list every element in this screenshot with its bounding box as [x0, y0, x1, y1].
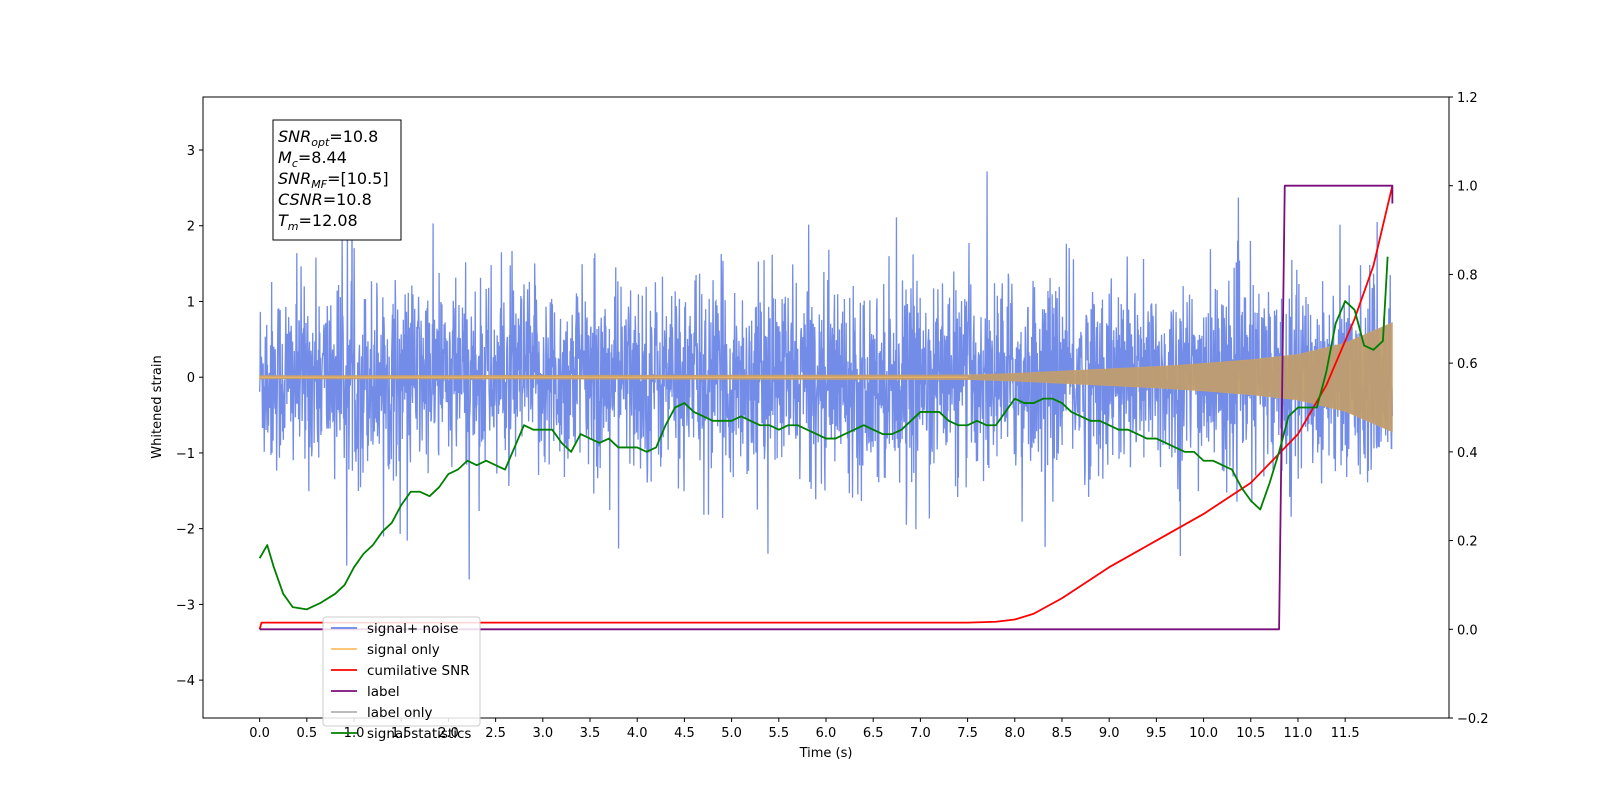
x-tick-label: 10.0: [1189, 726, 1218, 741]
stats-value: =10.8: [329, 127, 378, 146]
stats-subscript: MF: [311, 178, 327, 191]
stats-value: =8.44: [298, 148, 347, 167]
x-tick-label: 1.5: [391, 726, 412, 741]
x-tick-label: 5.5: [768, 726, 789, 741]
x-tick-label: 10.5: [1236, 726, 1265, 741]
x-tick-label: 6.5: [863, 726, 884, 741]
y-left-tick-label: 3: [187, 144, 195, 159]
legend-label: signal+ noise: [367, 621, 458, 637]
stats-box-frame: [272, 119, 402, 241]
y-left-tick-label: −4: [176, 674, 195, 689]
x-tick-label: 9.0: [1099, 726, 1120, 741]
stats-value: =[10.5]: [327, 169, 389, 188]
y-right-tick-label: 0.6: [1457, 357, 1478, 372]
x-tick-label: 5.0: [721, 726, 742, 741]
x-axis: 0.0 0.5 1.0 1.5 2.0 2.5 3.0 3.5 4.0 4.5 5.0 5.5 6.0 6…: [249, 718, 1360, 741]
x-tick-label: 7.5: [957, 726, 978, 741]
stats-symbol: T: [278, 211, 289, 230]
y-axis-left: 3 2 1 0 −1 −2 −3 −4: [176, 144, 203, 689]
y-axis-left-label: Whitened strain: [150, 355, 165, 458]
y-left-tick-label: 1: [187, 295, 195, 310]
series-cumulative-snr-line: [258, 185, 1394, 630]
y-right-tick-label: −0.2: [1457, 712, 1489, 727]
stats-subscript: c: [292, 157, 298, 170]
stats-line: SNRMF=[10.5]: [278, 169, 389, 191]
stats-subscript: opt: [311, 136, 330, 149]
x-tick-label: 9.5: [1146, 726, 1167, 741]
legend-entry-label-only: label only: [331, 705, 433, 721]
legend-label: cumilative SNR: [367, 663, 470, 679]
legend-entry-cumulative-snr: cumilative SNR: [331, 663, 470, 679]
stats-subscript: m: [288, 220, 299, 233]
x-tick-label: 0.5: [296, 726, 317, 741]
legend-label: label only: [367, 705, 433, 721]
x-tick-label: 8.5: [1052, 726, 1073, 741]
legend-entry-label: label: [331, 684, 400, 700]
y-left-tick-label: 2: [187, 220, 195, 235]
y-left-tick-label: −2: [176, 523, 195, 538]
stats-symbol: SNR: [278, 169, 311, 188]
stats-value: =12.08: [299, 211, 358, 230]
stats-line: Mc=8.44: [278, 148, 347, 170]
legend-entry-signal-only: signal only: [331, 642, 440, 658]
x-tick-label: 4.5: [674, 726, 695, 741]
x-tick-label: 8.0: [1004, 726, 1025, 741]
legend-label: signal only: [367, 642, 440, 658]
y-axis-right: 1.2 1.0 0.8 0.6 0.4 0.2 0.0 −0.2: [1449, 91, 1489, 727]
legend-label: label: [367, 684, 400, 700]
x-tick-label: 7.0: [910, 726, 931, 741]
stats-value: =10.8: [323, 190, 372, 209]
y-left-tick-label: −1: [176, 447, 195, 462]
legend: signal+ noise signal only cumilative SNR la…: [322, 616, 481, 742]
y-right-tick-label: 1.2: [1457, 91, 1478, 106]
stats-line: SNRopt=10.8: [278, 127, 378, 149]
y-right-tick-label: 0.0: [1457, 623, 1478, 638]
series-signal-statistics-line: [258, 256, 1389, 611]
stats-symbol: M: [278, 148, 292, 167]
x-tick-label: 11.5: [1331, 726, 1360, 741]
x-tick-label: 6.0: [816, 726, 837, 741]
y-right-tick-label: 1.0: [1457, 180, 1478, 195]
series-signal-noise-line: [258, 171, 1394, 580]
legend-entry-signal-noise: signal+ noise: [331, 621, 458, 637]
y-left-tick-label: −3: [176, 598, 195, 613]
y-right-tick-label: 0.8: [1457, 268, 1478, 283]
x-tick-label: 3.5: [580, 726, 601, 741]
x-axis-label: Time (s): [799, 746, 853, 761]
plot-series-layer: [258, 171, 1394, 631]
x-tick-label: 2.5: [485, 726, 506, 741]
stats-symbol: SNR: [278, 127, 311, 146]
y-right-tick-label: 0.4: [1457, 446, 1478, 461]
y-right-tick-label: 0.2: [1457, 535, 1478, 550]
series-label-line: [259, 184, 1394, 631]
stats-annotation-box: SNRopt=10.8Mc=8.44SNRMF=[10.5]CSNR=10.8T…: [272, 119, 402, 241]
x-tick-label: 11.0: [1283, 726, 1312, 741]
stats-symbol: CSNR: [278, 190, 323, 209]
legend-label: signal statistics: [367, 726, 471, 742]
stats-line: Tm=12.08: [278, 211, 358, 233]
x-tick-label: 4.0: [627, 726, 648, 741]
x-tick-label: 2.0: [438, 726, 459, 741]
stats-line: CSNR=10.8: [278, 190, 372, 209]
y-left-tick-label: 0: [187, 371, 195, 386]
legend-frame: [322, 616, 481, 727]
x-tick-label: 3.0: [532, 726, 553, 741]
legend-entry-signal-statistics: signal statistics: [331, 726, 471, 742]
x-tick-label: 0.0: [249, 726, 270, 741]
